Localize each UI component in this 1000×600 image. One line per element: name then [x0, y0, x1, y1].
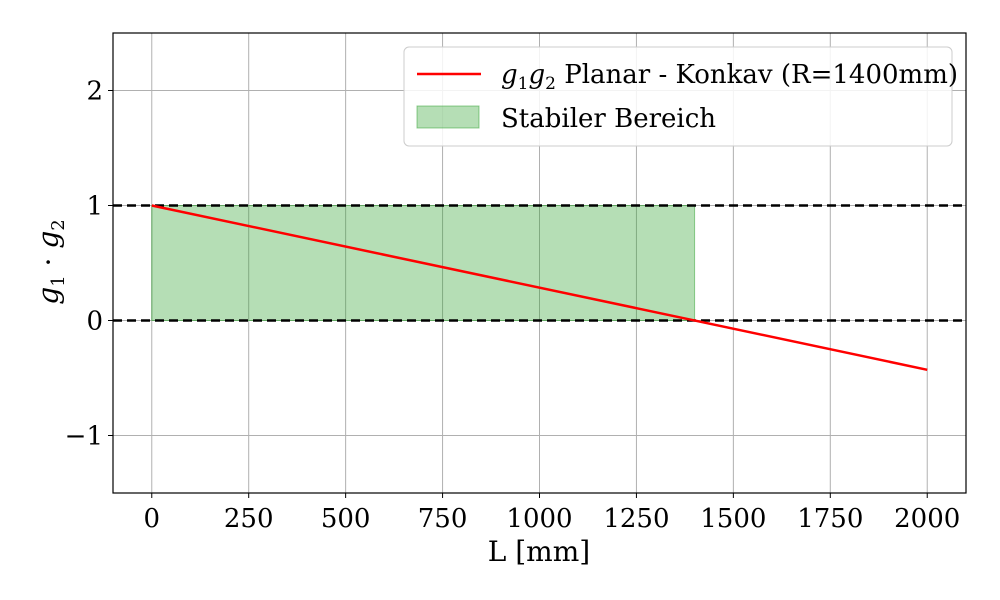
- x-tick-label: 750: [418, 504, 468, 534]
- svg-text:g1 · g2: g1 · g2: [32, 219, 69, 304]
- y-tick-label: −1: [65, 422, 103, 452]
- x-tick-label: 1500: [700, 504, 766, 534]
- legend-swatch-fill: [416, 105, 480, 129]
- x-axis-title: L [mm]: [488, 535, 590, 568]
- x-axis-ticks: 0 250 500 750 1000 1250 1500 1750 2000: [143, 493, 960, 534]
- legend-label-line: g1g2 Planar - Konkav (R=1400mm): [501, 60, 958, 94]
- x-tick-label: 0: [143, 504, 160, 534]
- x-tick-label: 1250: [603, 504, 669, 534]
- legend: g1g2 Planar - Konkav (R=1400mm) Stabiler…: [403, 46, 958, 147]
- series-line: [151, 204, 928, 372]
- x-tick-label: 250: [224, 504, 274, 534]
- y-tick-label: 1: [86, 192, 103, 222]
- y-tick-label: 0: [86, 307, 103, 337]
- y-tick-label: 2: [86, 77, 103, 107]
- legend-label-fill: Stabiler Bereich: [501, 104, 716, 134]
- x-tick-label: 1750: [797, 504, 863, 534]
- legend-box: [403, 46, 953, 147]
- x-tick-label: 500: [321, 504, 371, 534]
- y-axis-title: g1 · g2: [32, 219, 69, 304]
- reference-lines: [113, 204, 966, 322]
- x-tick-label: 1000: [506, 504, 572, 534]
- y-axis-ticks: −1 0 1 2: [65, 77, 113, 452]
- x-tick-label: 2000: [894, 504, 960, 534]
- series-lines: [151, 204, 928, 372]
